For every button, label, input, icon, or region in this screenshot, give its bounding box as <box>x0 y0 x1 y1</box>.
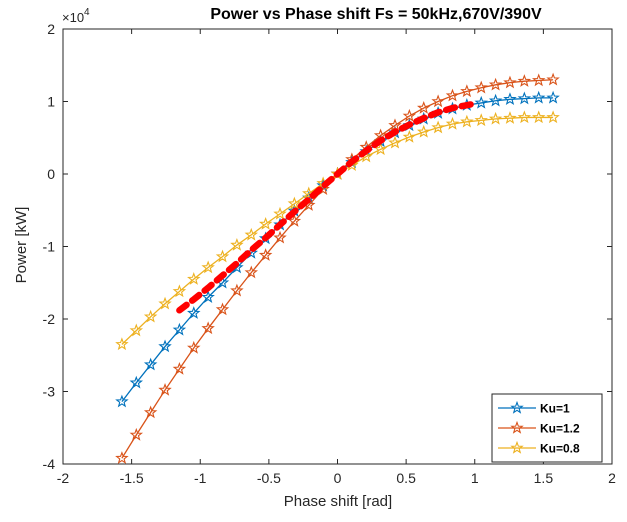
series-marker-Ku=0.8 <box>531 110 546 124</box>
legend-label: Ku=1 <box>540 402 570 416</box>
series-marker-Ku=1.2 <box>546 72 560 86</box>
plot-area: -2 -1.5 -1 -0.5 0 0.5 1 1.5 2 -4 -3 -2 -1 0 1 2 <box>43 21 617 486</box>
series-marker-Ku=1.2 <box>143 405 158 419</box>
x-axis-label: Phase shift [rad] <box>284 493 392 510</box>
legend-marker <box>510 400 524 414</box>
x-tick-label: -2 <box>57 470 70 486</box>
series-marker-Ku=1 <box>531 90 546 104</box>
series-marker-Ku=1 <box>158 339 172 353</box>
series-marker-Ku=1 <box>488 93 503 107</box>
series-marker-Ku=0.8 <box>488 111 503 125</box>
series-marker-Ku=0.8 <box>402 129 417 143</box>
y-tick-label: 1 <box>47 94 55 110</box>
series-marker-Ku=0.8 <box>215 249 230 263</box>
legend-marker <box>510 440 524 454</box>
series-marker-Ku=0.8 <box>273 206 287 220</box>
chart-title: Power vs Phase shift Fs = 50kHz,670V/390… <box>210 6 542 23</box>
series-marker-Ku=0.8 <box>460 114 474 128</box>
series-marker-Ku=1.2 <box>431 94 445 108</box>
y-tick-label: -1 <box>43 239 56 255</box>
series-marker-Ku=1.2 <box>416 100 431 114</box>
series-marker-Ku=1.2 <box>244 265 259 279</box>
series-marker-Ku=0.8 <box>373 142 388 156</box>
series-marker-Ku=1.2 <box>273 230 287 244</box>
series-marker-Ku=0.8 <box>258 216 273 230</box>
series-marker-Ku=1 <box>115 394 129 408</box>
series-marker-Ku=0.8 <box>474 113 488 127</box>
legend-marker <box>510 420 524 434</box>
series-marker-Ku=1.2 <box>230 283 244 297</box>
y-exponent-power: 4 <box>84 7 90 18</box>
series-marker-Ku=1 <box>187 306 201 319</box>
series-marker-Ku=0.8 <box>287 196 302 210</box>
y-tick-label: -4 <box>43 456 56 472</box>
y-exponent-base: ×10 <box>62 10 84 25</box>
series-marker-Ku=1.2 <box>445 88 460 102</box>
series-marker-Ku=1.2 <box>531 73 546 87</box>
series-marker-Ku=1.2 <box>258 248 273 261</box>
series-marker-Ku=1.2 <box>129 427 144 441</box>
x-tick-label: 1 <box>471 470 479 486</box>
series-marker-Ku=1 <box>143 357 158 371</box>
series-marker-Ku=1.2 <box>115 451 129 464</box>
series-marker-Ku=1 <box>503 92 517 106</box>
series-marker-Ku=0.8 <box>503 111 517 124</box>
series-marker-Ku=1 <box>546 90 560 104</box>
series-marker-Ku=0.8 <box>115 337 129 351</box>
series-marker-Ku=1.2 <box>474 80 488 94</box>
series-marker-Ku=1.2 <box>388 118 402 132</box>
series-marker-Ku=1 <box>474 95 488 109</box>
series-marker-Ku=0.8 <box>517 110 532 124</box>
series-marker-Ku=1.2 <box>488 77 503 91</box>
series-line-dashed <box>176 100 478 314</box>
series-marker-Ku=0.8 <box>416 124 431 138</box>
y-tick-label: 2 <box>47 21 55 37</box>
x-tick-label: -0.5 <box>257 470 281 486</box>
series-marker-Ku=1.2 <box>201 321 215 335</box>
series-marker-Ku=0.8 <box>431 120 445 134</box>
series-marker-Ku=1.2 <box>503 75 517 89</box>
series-marker-Ku=1.2 <box>517 74 532 87</box>
series-marker-Ku=0.8 <box>230 237 244 251</box>
series-marker-Ku=0.8 <box>546 110 560 124</box>
legend-label: Ku=0.8 <box>540 442 580 456</box>
y-tick-label: 0 <box>47 166 55 182</box>
series-marker-Ku=1.2 <box>158 382 172 396</box>
series-marker-Ku=1.2 <box>460 84 474 98</box>
series-marker-Ku=0.8 <box>201 260 215 274</box>
series-marker-Ku=0.8 <box>143 309 158 323</box>
series-marker-Ku=0.8 <box>388 135 402 149</box>
series-marker-Ku=1 <box>129 375 144 389</box>
series-marker-Ku=1 <box>517 91 532 105</box>
series-marker-Ku=1 <box>172 322 187 336</box>
legend: Ku=1 Ku=1.2 Ku=0.8 <box>491 393 603 463</box>
y-exponent-label: ×10 4 <box>62 7 90 25</box>
y-tick-label: -3 <box>43 384 56 400</box>
x-tick-label: 0.5 <box>396 470 416 486</box>
series-marker-Ku=0.8 <box>129 323 144 337</box>
x-tick-label: 0 <box>334 470 342 486</box>
legend-label: Ku=1.2 <box>540 422 580 436</box>
series-marker-Ku=1.2 <box>187 340 201 354</box>
series-marker-Ku=0.8 <box>158 296 172 310</box>
series-marker-Ku=0.8 <box>172 284 187 298</box>
x-tick-label: -1.5 <box>120 470 144 486</box>
series-marker-Ku=0.8 <box>244 227 259 241</box>
x-tick-label: 2 <box>608 470 616 486</box>
series-marker-Ku=1 <box>201 290 215 303</box>
series-marker-Ku=1.2 <box>172 361 187 375</box>
series-marker-Ku=1.2 <box>402 108 417 122</box>
series-marker-Ku=0.8 <box>445 116 460 130</box>
series-marker-Ku=1.2 <box>215 302 230 316</box>
y-axis-label: Power [kW] <box>13 207 30 284</box>
series-marker-Ku=0.8 <box>187 272 201 285</box>
x-tick-label: 1.5 <box>534 470 554 486</box>
x-tick-label: -1 <box>194 470 207 486</box>
y-tick-label: -2 <box>43 311 56 327</box>
